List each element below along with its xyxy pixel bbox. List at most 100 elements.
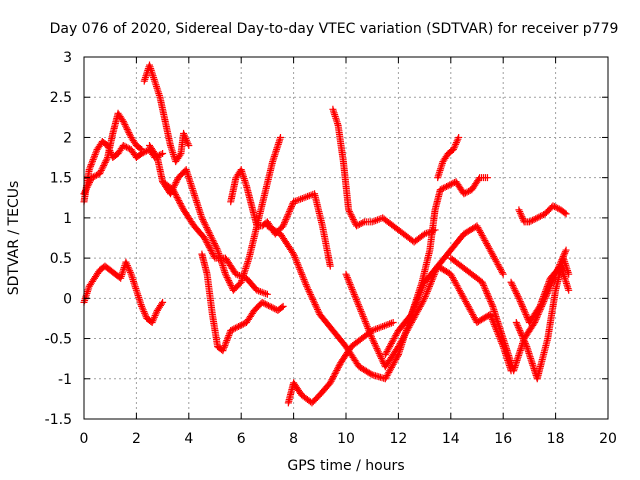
data-point [304,286,312,294]
data-point [361,316,369,324]
data-point [484,291,492,299]
data-point [203,224,211,232]
data-point [141,311,149,319]
data-point [423,288,431,296]
data-point [378,356,386,364]
data-point [416,290,424,298]
data-point [203,239,211,247]
data-point [423,289,431,297]
data-point [522,341,530,349]
series-arc18 [512,254,573,383]
data-point [310,299,318,307]
data-point [349,215,357,223]
data-point [450,144,458,152]
data-point [521,338,529,346]
data-point [313,305,321,313]
data-point [209,251,217,259]
data-point [238,321,246,329]
data-point [418,285,426,293]
data-point [360,314,368,322]
data-point [225,330,233,338]
data-point [136,145,144,153]
data-point [207,233,215,241]
y-tick-label: -1 [58,372,72,388]
data-point [334,363,342,371]
data-point [260,299,268,307]
data-point [221,342,229,350]
data-point [538,211,546,219]
data-point [285,207,293,215]
data-point [125,265,133,273]
data-point [211,241,219,249]
data-point [220,343,228,351]
data-point [202,222,210,230]
data-point [199,215,207,223]
data-point [483,290,491,298]
data-point [374,348,382,356]
data-point [263,301,271,309]
data-point [119,117,127,125]
data-point [349,287,357,295]
data-point [92,147,100,155]
data-point [233,323,241,331]
data-point [480,283,488,291]
x-tick-label: 10 [337,431,355,447]
data-point [330,373,338,381]
data-point [302,281,310,289]
data-point [303,284,311,292]
data-point [412,300,420,308]
data-point [183,136,191,144]
data-point [475,175,483,183]
data-point [527,217,535,225]
data-point [444,182,452,190]
data-point [350,289,358,297]
data-point [84,182,92,190]
data-point [419,283,427,291]
data-point [227,281,235,289]
data-point [536,301,544,309]
data-point [517,211,525,219]
data-point [201,236,209,244]
data-point [223,335,231,343]
data-point [268,303,276,311]
data-point [201,220,209,228]
data-point [510,285,518,293]
data-point [549,202,557,210]
data-point [181,133,189,141]
data-point [499,270,507,278]
data-point [175,197,183,205]
data-point [200,219,208,227]
data-point [415,292,423,300]
data-point [486,296,494,304]
data-point [176,198,184,206]
data-point [176,151,184,159]
data-point [171,189,179,197]
data-point [370,338,378,346]
data-point [141,309,149,317]
axis-ticks: 0 2 4 6 8 10 12 14 16 18 20 -1.5 -1 -0.5 0 0.5 1 1.5 2 2.5 3 [45,50,617,447]
data-point [277,133,284,141]
data-point [212,243,220,251]
data-point [138,146,146,154]
data-point [516,298,524,306]
data-point [348,285,356,293]
data-point [203,225,211,233]
data-point [518,213,526,221]
data-point [310,297,318,305]
x-tick-label: 18 [547,431,565,447]
data-point [425,284,433,292]
data-point [414,293,422,301]
data-point [353,297,361,305]
data-point [103,155,111,163]
data-point [303,282,311,290]
data-point [343,272,351,280]
data-point [516,327,524,335]
data-point [513,290,521,298]
data-point [314,307,322,315]
data-point [411,302,419,310]
data-point [359,311,367,319]
data-point [208,235,216,243]
data-point [346,209,354,217]
data-point [516,209,524,217]
data-point [515,206,523,214]
